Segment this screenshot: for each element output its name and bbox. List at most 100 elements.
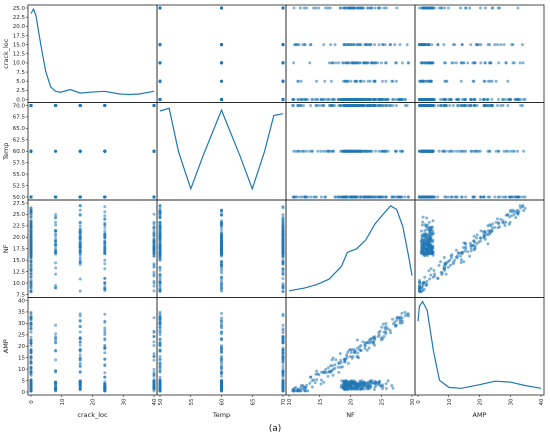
scatter-point [368,379,372,383]
y-tick-label: 52.5 [13,183,26,189]
scatter-point [54,252,58,256]
scatter-point [423,246,427,250]
scatter-point [432,268,436,272]
scatter-point [391,386,395,390]
scatter-point [430,149,434,153]
scatter-point [419,229,423,233]
scatter-point [152,379,156,383]
scatter-point [281,351,285,354]
scatter-point [421,215,425,219]
scatter-point [449,149,453,153]
scatter-point [29,195,33,199]
scatter-point [220,228,223,232]
scatter-point [431,219,435,223]
scatter-point [158,333,162,337]
scatter-point [326,366,330,370]
y-tick-label: 30 [18,321,25,327]
scatter-point [281,239,285,243]
scatter-point [475,233,479,237]
scatter-point [220,242,223,246]
scatter-point [158,321,162,325]
scatter-point [440,6,444,10]
scatter-point [220,43,223,47]
scatter-point [369,384,373,388]
scatter-point [158,325,162,329]
scatter-point [370,61,374,65]
scatter-point [430,43,434,47]
scatter-point [303,43,307,47]
scatter-point [355,43,359,47]
scatter-point [294,149,298,153]
scatter-point [281,43,285,47]
scatter-point [363,195,367,199]
scatter-point [281,254,285,258]
x-tick-label: 25 [379,398,385,405]
scatter-point [152,254,156,258]
scatter-point [479,236,483,240]
panel-frame [156,4,287,103]
scatter-point [453,195,457,199]
axis-labels: 0.02.55.07.510.012.515.017.520.022.525.0… [2,6,545,419]
scatter-point [78,340,82,344]
scatter-point [29,216,33,219]
panel-AMP-vs-NF [285,297,416,396]
scatter-point [78,318,82,322]
scatter-point [152,229,156,232]
scatter-point [103,338,107,342]
y-tick-label: 25 [18,333,25,339]
scatter-point [78,289,82,293]
scatter-point [384,322,388,325]
scatter-point [421,220,425,224]
scatter-point [366,6,370,10]
scatter-point [384,327,388,331]
scatter-point [420,43,424,47]
panel-frame [27,4,158,103]
scatter-point [464,245,468,249]
scatter-point [456,104,460,107]
scatter-point [482,98,486,101]
scatter-point [29,366,33,370]
scatter-point [103,251,107,255]
scatter-point [369,104,373,107]
scatter-point [423,275,427,279]
scatter-point [370,381,374,385]
scatter-point [281,336,285,340]
scatter-point [78,277,82,281]
y-tick-label: 35 [18,310,25,316]
scatter-point [54,261,58,265]
scatter-point [78,258,82,262]
scatter-point [440,98,444,101]
scatter-point [281,213,285,217]
scatter-point [281,285,285,289]
scatter-point [78,240,82,244]
scatter-point [352,43,355,47]
scatter-point [454,149,458,153]
scatter-point [464,104,468,107]
scatter-point [400,321,404,325]
scatter-point [29,271,33,275]
scatter-point [386,379,390,383]
scatter-point [430,225,434,229]
scatter-point [403,310,407,314]
scatter-point [418,195,421,199]
scatter-point [158,383,162,387]
scatter-point [281,277,285,280]
scatter-point [498,195,502,199]
scatter-point [431,240,435,244]
y-axis-label-Temp: Temp [2,143,10,161]
scatter-point [317,6,321,10]
scatter-point [424,232,428,236]
scatter-point [158,273,162,277]
scatter-point [349,381,353,385]
scatter-point [103,229,107,233]
scatter-point [29,213,33,217]
y-tick-label: 17.5 [13,247,26,253]
scatter-point [380,79,384,83]
scatter-point [281,387,285,391]
scatter-point [296,98,300,101]
scatter-point [29,226,33,230]
scatter-point [425,279,429,283]
scatter-point [469,149,473,153]
scatter-point [54,369,58,372]
scatter-point [365,382,369,386]
